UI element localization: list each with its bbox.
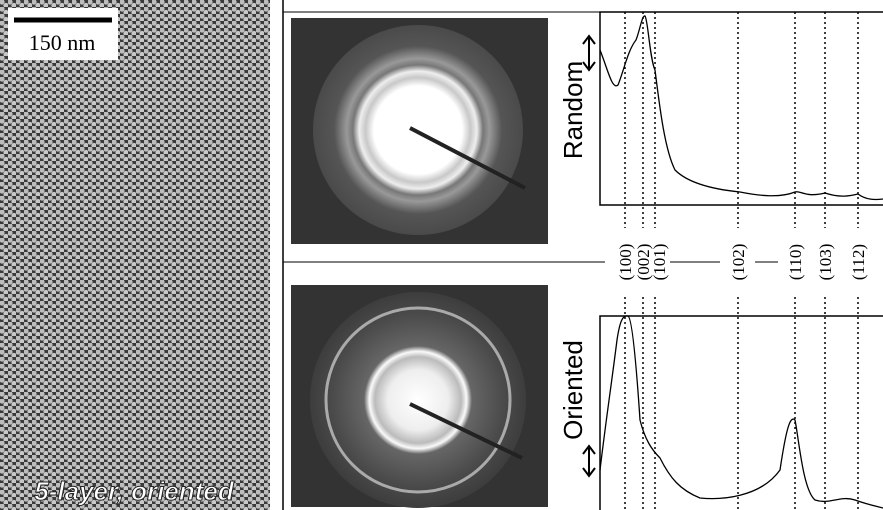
peak-label: (102): [729, 244, 748, 281]
tem-image: [0, 0, 270, 510]
panel-label: Oriented: [558, 340, 588, 440]
peak-label: (112): [849, 244, 868, 280]
peak-label: (101): [650, 244, 669, 281]
peak-label: (103): [816, 244, 835, 281]
peak-labels: (100) (002) (101) (102) (110) (103) (112…: [616, 244, 868, 281]
peak-label: (110): [786, 244, 805, 280]
diffraction-rings: [310, 292, 526, 508]
scale-label: 150 nm: [29, 30, 96, 55]
profile-oriented: [600, 316, 883, 508]
figure: 150 nm 5-layer, oriented (100) (002) (10…: [0, 0, 883, 510]
peak-label: (100): [616, 244, 635, 281]
panel-label: Random: [558, 61, 588, 159]
caption: 5-layer, oriented: [34, 476, 235, 506]
